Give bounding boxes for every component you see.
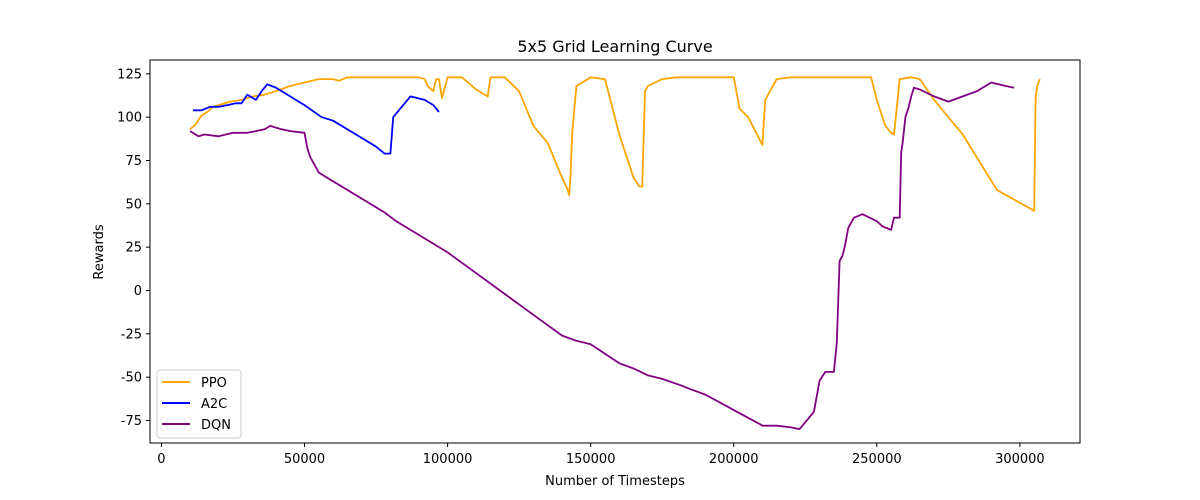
x-tick-label: 100000 — [423, 452, 473, 467]
x-tick-label: 150000 — [566, 452, 616, 467]
series-layer — [189, 76, 1041, 431]
y-axis-label: Rewards — [92, 224, 107, 279]
y-tick-label: 0 — [134, 284, 142, 299]
x-tick-label: 200000 — [709, 452, 759, 467]
x-tick-label: 300000 — [995, 452, 1045, 467]
chart-title: 5x5 Grid Learning Curve — [517, 37, 712, 56]
y-tick-label: 50 — [125, 197, 142, 212]
x-tick-label: 0 — [157, 452, 165, 467]
y-axis-ticks: -75 -50 -25 0 25 50 75 100 125 — [117, 67, 150, 429]
series-line-a2c — [192, 83, 440, 155]
plot-frame — [149, 59, 1081, 444]
x-tick-label: 50000 — [284, 452, 325, 467]
legend-box — [156, 369, 242, 439]
x-tick-label: 250000 — [852, 452, 902, 467]
y-tick-label: -75 — [121, 414, 142, 429]
y-tick-label: -25 — [121, 327, 142, 342]
y-tick-label: -50 — [121, 371, 142, 386]
y-tick-label: 75 — [125, 154, 142, 169]
legend: PPO A2C DQN — [156, 369, 242, 439]
legend-label-dqn: DQN — [201, 418, 231, 433]
series-line-ppo — [189, 76, 1041, 212]
legend-label-a2c: A2C — [201, 397, 227, 412]
y-tick-label: 125 — [117, 67, 142, 82]
y-tick-label: 25 — [125, 241, 142, 256]
x-axis-label: Number of Timesteps — [545, 474, 685, 489]
y-tick-label: 100 — [117, 111, 142, 126]
x-axis-ticks: 0 50000 100000 150000 200000 250000 300000 — [157, 443, 1045, 467]
series-line-dqn — [189, 81, 1015, 431]
legend-label-ppo: PPO — [201, 376, 227, 391]
